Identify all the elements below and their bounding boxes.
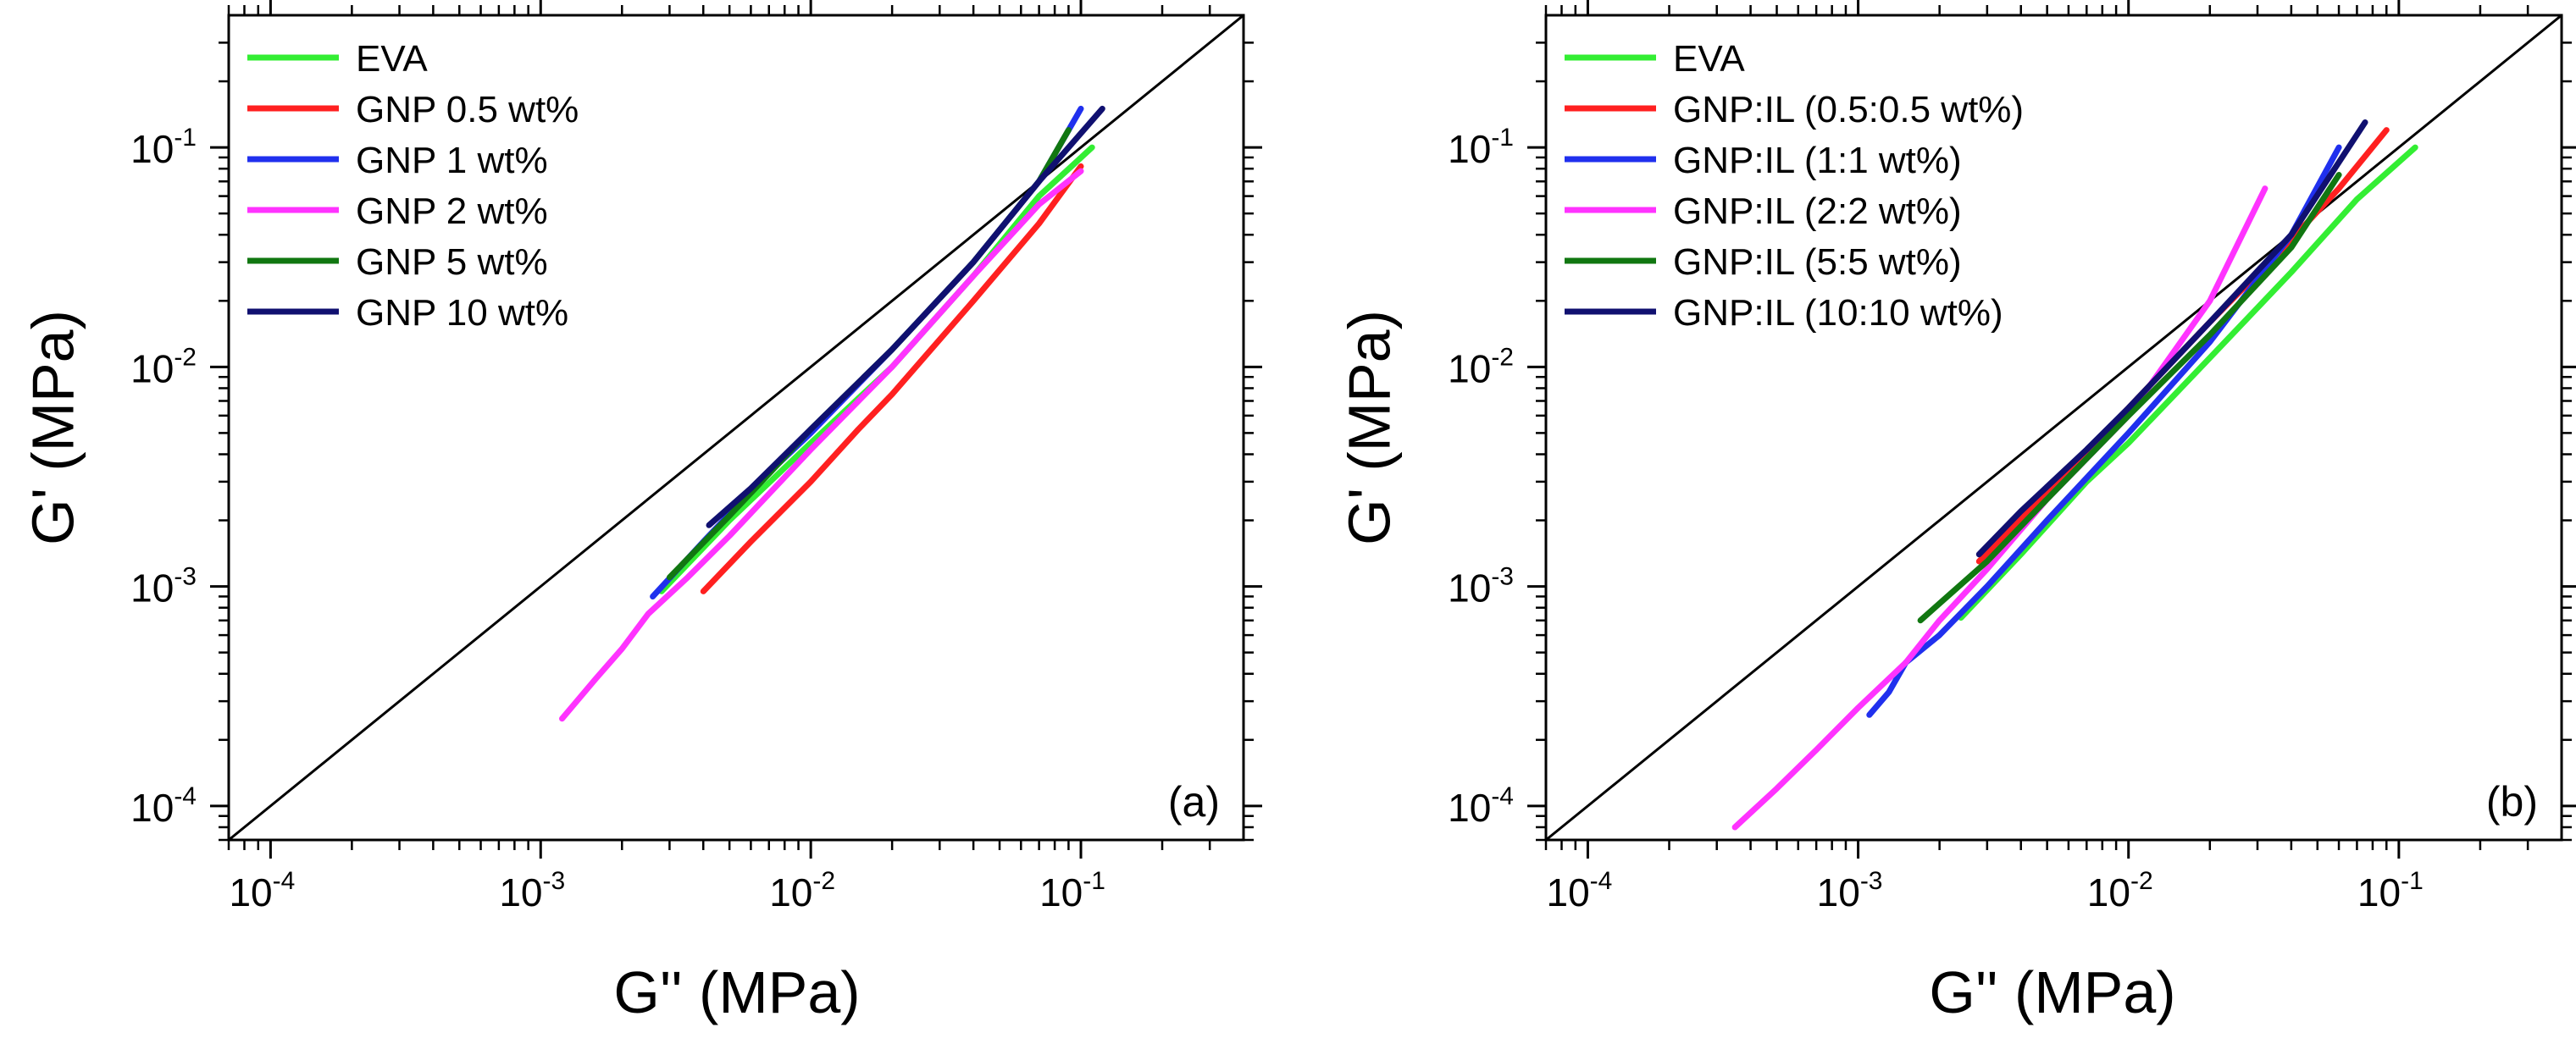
legend-label: EVA — [356, 38, 428, 80]
x-tick-label: 10-4 — [1547, 867, 1613, 914]
series-line-gnp-10-wt — [706, 105, 1105, 528]
x-tick-label: 10-2 — [2087, 867, 2153, 914]
series-line-gnp-il-5-5-wt — [1917, 172, 2342, 624]
y-tick-label: 10-4 — [1448, 782, 1514, 830]
series-group — [1731, 119, 2418, 831]
y-tick-label: 10-4 — [130, 782, 197, 830]
legend-label: GNP 1 wt% — [356, 140, 548, 181]
series-line-gnp-1-wt — [650, 105, 1084, 599]
legend-label: GNP:IL (2:2 wt%) — [1673, 191, 1962, 232]
legend: EVA GNP:IL (0.5:0.5 wt%) GNP:IL (1:1 wt%) G… — [1565, 38, 2024, 334]
series-line-eva — [1958, 144, 2418, 621]
x-axis-title: G'' (MPa) — [1929, 959, 2175, 1025]
legend-label: GNP 2 wt% — [356, 191, 548, 232]
legend-label: EVA — [1673, 38, 1745, 80]
legend: EVA GNP 0.5 wt% GNP 1 wt% GNP 2 wt% GNP 5 wt… — [247, 38, 579, 334]
minor-ticks — [1536, 5, 2572, 850]
x-axis-title: G'' (MPa) — [613, 959, 860, 1025]
x-tick-label: 10-3 — [499, 867, 565, 914]
major-ticks: 10-4 10-3 10-2 10-1 10-4 10-3 10-2 10-1 — [1448, 0, 2576, 914]
y-axis-title: G' (MPa) — [19, 310, 86, 545]
minor-ticks — [219, 5, 1254, 850]
y-tick-label: 10-3 — [130, 563, 197, 610]
y-tick-label: 10-2 — [1448, 343, 1514, 390]
legend-label: GNP:IL (5:5 wt%) — [1673, 241, 1962, 283]
legend-label: GNP 10 wt% — [356, 292, 568, 334]
series-group — [559, 105, 1105, 722]
series-line-gnp-0-5-wt — [700, 163, 1084, 594]
reference-line — [229, 15, 1244, 840]
y-tick-label: 10-2 — [130, 343, 197, 390]
legend-label: GNP 0.5 wt% — [356, 89, 579, 130]
series-line-gnp-il-2-2-wt — [1731, 185, 2269, 831]
plot-frame — [1544, 14, 2563, 842]
plot-frame — [227, 14, 1245, 842]
legend-label: GNP:IL (10:10 wt%) — [1673, 292, 2003, 334]
x-tick-label: 10-4 — [229, 867, 295, 914]
major-ticks: 10-4 10-3 10-2 10-1 10-4 10-3 10-2 10-1 — [130, 0, 1262, 914]
y-axis-title: G' (MPa) — [1336, 310, 1402, 545]
series-line-gnp-2-wt — [559, 168, 1084, 722]
chart-panel-a: 10-4 10-3 10-2 10-1 10-4 10-3 10-2 10-1 EVA GNP 0… — [19, 0, 1262, 1025]
x-tick-label: 10-1 — [1039, 867, 1105, 914]
x-tick-label: 10-1 — [2357, 867, 2424, 914]
legend-label: GNP:IL (0.5:0.5 wt%) — [1673, 89, 2024, 130]
panel-label: (b) — [2486, 778, 2538, 826]
panel-label: (a) — [1168, 778, 1220, 826]
x-tick-label: 10-3 — [1817, 867, 1883, 914]
legend-label: GNP 5 wt% — [356, 241, 548, 283]
y-tick-label: 10-1 — [1448, 124, 1514, 171]
y-tick-label: 10-3 — [1448, 563, 1514, 610]
reference-line — [1546, 15, 2562, 840]
legend-label: GNP:IL (1:1 wt%) — [1673, 140, 1962, 181]
x-tick-label: 10-2 — [769, 867, 835, 914]
series-line-gnp-il-10-10-wt — [1975, 119, 2368, 558]
chart-panel-b: 10-4 10-3 10-2 10-1 10-4 10-3 10-2 10-1 EVA GNP:I… — [1336, 0, 2576, 1025]
y-tick-label: 10-1 — [130, 124, 197, 171]
